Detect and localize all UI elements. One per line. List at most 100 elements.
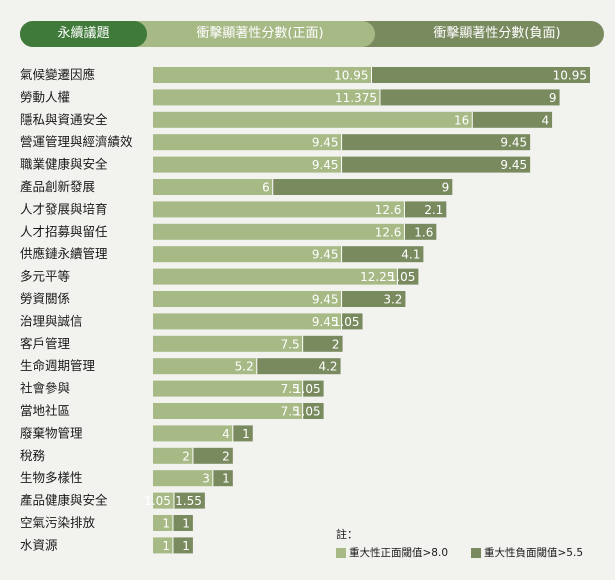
- value-label-positive: 12.6: [375, 225, 402, 239]
- bar-positive: [153, 358, 257, 375]
- category-label: 廢棄物管理: [20, 425, 83, 440]
- value-label-positive: 9.45: [312, 315, 339, 329]
- value-label-positive: 10.95: [334, 69, 368, 83]
- value-label-negative: 1.05: [389, 270, 416, 284]
- category-label: 氣候變遷因應: [20, 67, 95, 82]
- bar-negative: [232, 425, 253, 442]
- value-label-negative: 1.05: [294, 382, 321, 396]
- category-label: 稅務: [20, 448, 46, 463]
- value-label-negative: 1.05: [333, 315, 360, 329]
- category-label: 空氣污染排放: [20, 515, 96, 530]
- bar-negative: [341, 246, 424, 263]
- value-label-positive: 16: [454, 113, 469, 127]
- value-label-positive: 1.05: [144, 494, 171, 508]
- value-label-positive: 2: [182, 449, 190, 463]
- value-label-negative: 4: [541, 113, 549, 127]
- bar-positive: [153, 515, 173, 531]
- bar-negative: [371, 67, 590, 83]
- category-label: 勞動人權: [20, 89, 70, 104]
- bar-negative: [472, 111, 553, 128]
- bar-negative: [302, 380, 324, 397]
- category-label: 當地社區: [20, 403, 70, 418]
- bar-negative: [404, 223, 437, 240]
- value-label-positive: 9.45: [312, 248, 339, 262]
- value-label-positive: 7.5: [281, 405, 300, 419]
- value-label-negative: 1: [182, 539, 190, 553]
- bar-negative: [397, 268, 419, 285]
- bar-positive: [153, 425, 233, 442]
- bar-positive: [153, 201, 405, 218]
- bar-positive: [153, 470, 213, 487]
- bar-negative: [256, 358, 341, 375]
- chart-header: 永續議題 衝擊顯著性分數(正面) 衝擊顯著性分數(負面): [20, 21, 604, 47]
- category-label: 客戶管理: [20, 336, 71, 351]
- bar-positive: [153, 111, 473, 128]
- bar-positive: [153, 89, 380, 106]
- category-label: 人才發展與培育: [20, 201, 108, 216]
- value-label-positive: 5.2: [235, 360, 254, 374]
- bar-negative: [341, 134, 531, 151]
- legend-positive-label: 重大性正面閾值>8.0: [349, 547, 448, 559]
- legend-positive: 重大性正面閾值>8.0: [336, 545, 448, 560]
- bar-negative: [172, 537, 193, 554]
- value-label-positive: 7.5: [281, 337, 300, 351]
- bar-negative: [341, 156, 531, 173]
- bar-positive: [153, 380, 303, 397]
- bar-negative: [379, 89, 560, 106]
- bar-positive: [153, 335, 303, 352]
- value-label-negative: 1: [242, 427, 250, 441]
- bar-positive: [153, 291, 342, 307]
- value-label-negative: 1.55: [175, 494, 202, 508]
- value-label-negative: 9: [442, 181, 450, 195]
- bar-positive: [153, 403, 303, 419]
- value-label-positive: 4: [222, 427, 230, 441]
- header-negative-label: 衝擊顯著性分數(負面): [433, 26, 561, 41]
- bar-positive: [153, 179, 273, 195]
- bar-negative: [341, 313, 363, 330]
- bar-negative: [302, 335, 343, 352]
- value-label-positive: 6: [262, 181, 270, 195]
- value-label-negative: 4.1: [401, 248, 420, 262]
- value-label-negative: 9.45: [500, 136, 527, 150]
- bar-negative: [272, 179, 453, 195]
- value-label-positive: 9.45: [312, 293, 339, 307]
- category-label: 產品健康與安全: [20, 493, 108, 508]
- value-label-positive: 9.45: [312, 136, 339, 150]
- bar-negative: [404, 201, 447, 218]
- value-label-positive: 3: [202, 472, 210, 486]
- value-label-positive: 9.45: [312, 158, 339, 172]
- value-label-positive: 1: [162, 517, 170, 531]
- bar-positive: [153, 67, 372, 83]
- value-label-positive: 12.25: [360, 270, 394, 284]
- category-label: 營運管理與經濟績效: [20, 134, 133, 149]
- value-label-negative: 1: [182, 517, 190, 531]
- value-label-negative: 1.05: [294, 405, 321, 419]
- bar-positive: [153, 447, 193, 464]
- bar-positive: [153, 268, 398, 285]
- value-label-negative: 10.95: [553, 69, 587, 83]
- value-label-negative: 4.2: [318, 360, 337, 374]
- category-label: 社會參與: [20, 381, 70, 396]
- category-label: 人才招募與留任: [20, 224, 108, 239]
- bar-positive: [153, 246, 342, 263]
- category-label: 生物多樣性: [20, 470, 83, 485]
- category-label: 職業健康與安全: [20, 157, 108, 172]
- value-label-negative: 3.2: [383, 293, 402, 307]
- category-label: 水資源: [20, 537, 58, 552]
- bar-positive: [153, 492, 174, 509]
- category-label: 產品創新發展: [20, 179, 95, 194]
- category-label: 生命週期管理: [20, 358, 96, 373]
- category-label: 隱私與資通安全: [20, 112, 108, 127]
- bar-positive: [153, 156, 342, 173]
- bar-negative: [173, 492, 205, 509]
- legend-negative: 重大性負面閾值>5.5: [471, 545, 583, 560]
- value-label-negative: 9.45: [500, 158, 527, 172]
- header-topic-label: 永續議題: [57, 26, 110, 41]
- category-label: 勞資關係: [20, 291, 70, 306]
- value-label-positive: 7.5: [281, 382, 300, 396]
- header-positive-label: 衝擊顯著性分數(正面): [196, 26, 324, 41]
- bar-negative: [341, 291, 406, 307]
- bar-positive: [153, 537, 173, 554]
- legend-negative-swatch: [471, 547, 481, 558]
